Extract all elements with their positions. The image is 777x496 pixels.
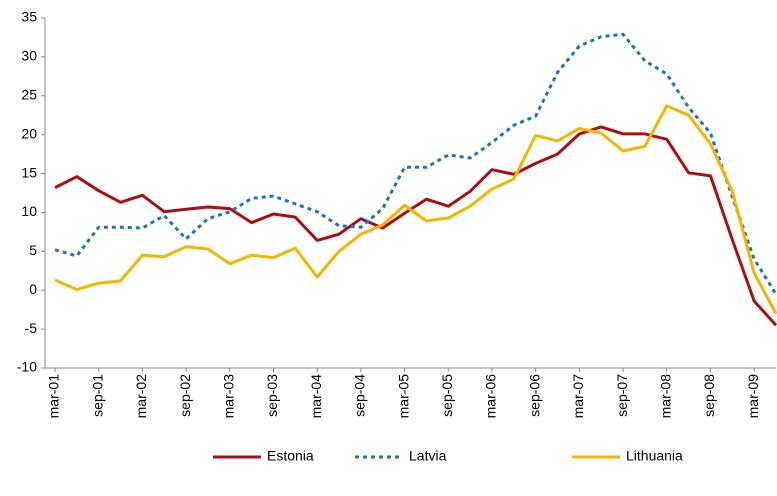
x-tick-label: sep-01 — [89, 374, 105, 417]
x-tick-label: mar-06 — [483, 374, 499, 419]
legend-label: Latvia — [409, 448, 447, 464]
legend-label: Estonia — [267, 448, 314, 464]
x-tick-label: mar-05 — [395, 374, 411, 419]
x-tick-label: mar-08 — [657, 374, 673, 419]
x-tick-label: sep-04 — [352, 374, 368, 417]
x-tick-label: sep-02 — [177, 374, 193, 417]
y-tick-label: -10 — [17, 359, 37, 375]
x-tick-label: mar-04 — [308, 374, 324, 419]
x-tick-label: sep-05 — [439, 374, 455, 417]
y-tick-label: 5 — [29, 242, 37, 258]
y-tick-label: 10 — [21, 203, 37, 219]
x-tick-label: sep-06 — [526, 374, 542, 417]
series-line — [54, 125, 777, 327]
y-tick-label: 35 — [21, 9, 37, 25]
x-tick-label: sep-07 — [614, 374, 630, 417]
x-tick-label: mar-01 — [46, 374, 62, 419]
series-line — [54, 32, 777, 295]
x-tick-label: mar-07 — [570, 374, 586, 419]
y-tick-label: 30 — [21, 48, 37, 64]
series-line — [54, 104, 777, 315]
y-tick-label: 15 — [21, 164, 37, 180]
y-tick-label: -5 — [25, 320, 38, 336]
y-tick-label: 0 — [29, 281, 37, 297]
legend-label: Lithuania — [626, 448, 683, 464]
x-tick-label: sep-03 — [264, 374, 280, 417]
x-tick-label: mar-03 — [220, 374, 236, 419]
x-tick-label: sep-08 — [701, 374, 717, 417]
x-tick-label: mar-02 — [133, 374, 149, 419]
x-tick-label: mar-09 — [745, 374, 761, 419]
y-tick-label: 20 — [21, 125, 37, 141]
y-tick-label: 25 — [21, 86, 37, 102]
